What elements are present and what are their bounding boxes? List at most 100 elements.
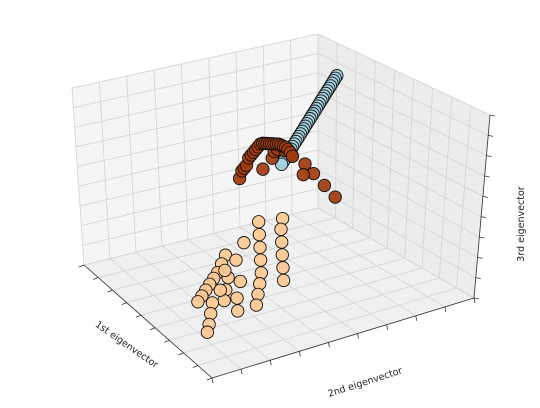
grid-line (208, 57, 215, 234)
z-tick (475, 277, 481, 280)
z-axis-label: 3rd eigenvector (516, 186, 527, 261)
x-tick (78, 264, 85, 268)
data-point (276, 261, 290, 275)
x-tick (192, 365, 198, 368)
grid-line (317, 33, 491, 116)
x-axis-label: 1st eigenvector (93, 319, 160, 371)
grid-line (386, 69, 395, 249)
grid-line (317, 207, 475, 299)
z-tick (482, 195, 488, 198)
data-point (274, 157, 289, 171)
z-tick (479, 236, 485, 239)
data-point (252, 215, 266, 229)
y-tick (473, 297, 476, 304)
z-tick (489, 114, 496, 117)
data-point (230, 291, 244, 305)
grid-line (180, 63, 189, 240)
data-point (256, 162, 270, 176)
data-point (200, 325, 215, 339)
y-tick (240, 369, 243, 375)
grid-line (262, 45, 267, 221)
grid-line (265, 220, 416, 317)
z-tick (481, 216, 487, 219)
y-axis-label: 2nd eigenvector (327, 365, 404, 399)
grid-line (71, 33, 319, 89)
grid-line (317, 130, 482, 218)
grid-line (317, 149, 480, 238)
pane-back-right (318, 34, 490, 298)
grid-line (352, 51, 357, 229)
x-axis-line (83, 264, 213, 379)
x-tick (135, 314, 142, 318)
grid-line (421, 87, 434, 269)
data-point (249, 298, 264, 312)
y-tick (269, 360, 272, 366)
data-point (254, 266, 268, 280)
data-point (218, 263, 232, 278)
grid-line (75, 91, 319, 148)
x-tick (178, 352, 184, 356)
z-tick (477, 256, 483, 259)
grid-line (71, 87, 85, 266)
grid-line (183, 277, 440, 354)
grid-line (317, 168, 478, 258)
data-point (328, 190, 342, 204)
grid-line (98, 217, 336, 278)
data-point (275, 235, 289, 249)
y-tick (211, 377, 214, 384)
data-point (285, 149, 300, 163)
y-tick (386, 324, 389, 330)
data-point (229, 253, 243, 267)
grid-line (456, 105, 472, 289)
data-point (231, 304, 245, 318)
data-points (191, 69, 344, 339)
y-tick (328, 342, 330, 348)
z-tick (473, 297, 480, 300)
x-tick (107, 289, 113, 293)
y-axis-line (211, 297, 475, 379)
axis-ticks (78, 114, 496, 384)
data-point (275, 248, 289, 262)
grid-line (81, 168, 319, 227)
data-point (253, 253, 268, 267)
grid-line (155, 257, 405, 329)
x-tick (149, 327, 156, 331)
grid-line (317, 72, 487, 157)
y-tick (357, 333, 359, 339)
z-axis-line (473, 114, 491, 299)
y-tick (298, 351, 301, 357)
data-point (213, 283, 227, 297)
grid-line (126, 75, 137, 253)
data-point (276, 273, 291, 288)
grid-line (317, 188, 476, 279)
z-tick (488, 134, 494, 137)
data-point (253, 240, 267, 255)
data-point (274, 222, 288, 236)
grid-line (197, 287, 457, 366)
grid-line (153, 69, 163, 247)
y-tick (444, 306, 447, 312)
grid-line (135, 252, 271, 361)
grid-line (317, 91, 485, 177)
grid-line (317, 110, 484, 197)
grid-line (98, 81, 111, 259)
x-tick (206, 377, 213, 381)
data-point (237, 236, 251, 250)
grid-line (438, 96, 453, 279)
x-tick (121, 302, 127, 306)
data-point (296, 168, 310, 182)
grid-line (77, 110, 319, 168)
grid-line (82, 188, 319, 246)
x-tick (164, 339, 170, 343)
data-point (204, 306, 218, 321)
data-point (233, 274, 247, 289)
grid-line (126, 237, 371, 304)
x-tick (93, 277, 99, 280)
grid-line (317, 52, 489, 136)
grid-line (404, 78, 414, 259)
data-point (317, 178, 332, 193)
grid-line (369, 60, 376, 239)
grid-line (235, 51, 241, 228)
